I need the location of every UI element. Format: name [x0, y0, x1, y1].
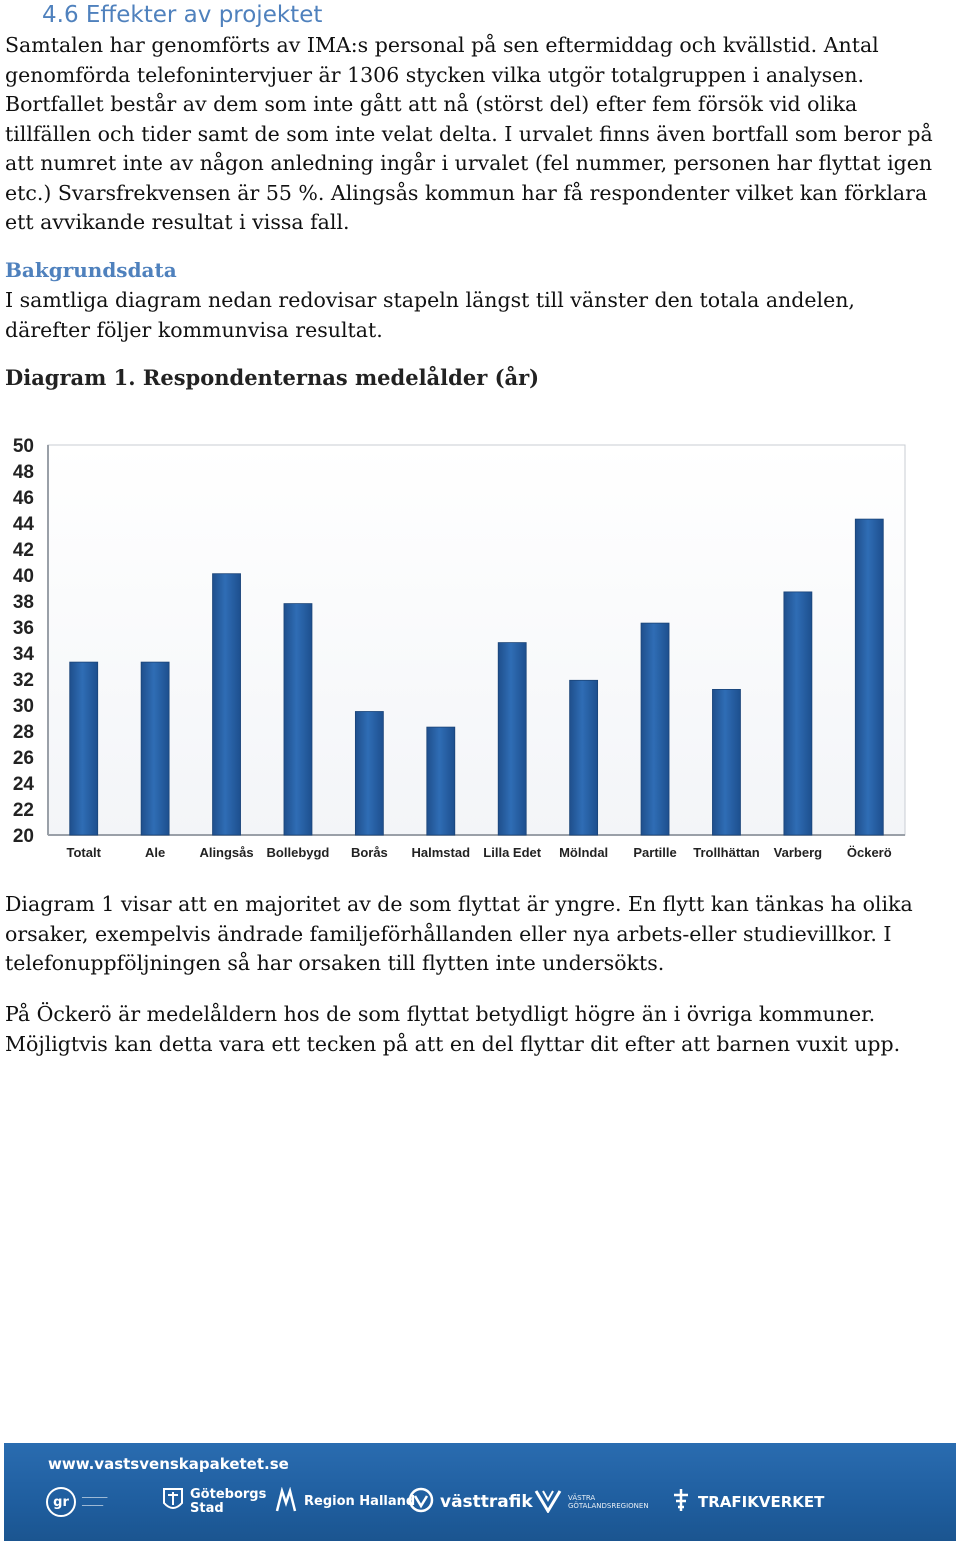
trafikverket-name: TRAFIKVERKET	[698, 1493, 825, 1511]
bar	[426, 726, 456, 836]
trafikverket-logo: TRAFIKVERKET	[670, 1487, 824, 1517]
vasttrafik-name: västtrafik	[440, 1492, 533, 1512]
ockero-line: På Öckerö är medelåldern hos de som flyt…	[5, 1002, 876, 1026]
y-tick-label: 50	[13, 436, 34, 457]
bar	[712, 688, 741, 836]
background-line: I samtliga diagram nedan redovisar stape…	[5, 288, 855, 312]
x-tick-label: Halmstad	[412, 845, 471, 860]
bar	[140, 661, 170, 836]
x-tick-label: Partille	[633, 845, 676, 860]
ockero-line: Möjligtvis kan detta vara ett tecken på …	[5, 1031, 901, 1056]
vastra-gotalandsregionen-logo-icon	[534, 1487, 562, 1517]
bar-chart: 20 22 24 26 28 30 32 34 36 38 40 42 44 46 48 50 Totalt Al…	[13, 436, 906, 860]
y-tick-label: 24	[13, 774, 35, 795]
region-halland-logo: Region Halland	[274, 1486, 416, 1517]
y-tick-label: 28	[13, 722, 34, 743]
region-halland-name: Region Halland	[304, 1494, 416, 1509]
x-tick-label: Lilla Edet	[483, 845, 541, 860]
x-tick-label: Öckerö	[847, 845, 892, 860]
comment-line: telefonuppföljningen så har orsaken till…	[5, 951, 665, 975]
bar	[569, 679, 599, 836]
goteborgs-stad-logo: Göteborgs Stad	[162, 1487, 266, 1517]
y-tick-label: 32	[13, 670, 34, 691]
intro-line: ett avvikande resultat i vissa fall.	[5, 210, 350, 234]
intro-line: genomförda telefonintervjuer är 1306 sty…	[5, 62, 864, 87]
y-tick-label: 46	[13, 488, 34, 509]
trafikverket-logo-icon	[670, 1487, 692, 1517]
vgr-logo: VÄSTRA GÖTALANDSREGIONEN	[534, 1487, 649, 1517]
gr-logo: gr ────── ─────	[46, 1487, 152, 1517]
gr-logo-icon: gr	[46, 1487, 76, 1517]
vgr-name: VÄSTRA	[568, 1494, 596, 1502]
vasttrafik-logo-icon	[408, 1487, 434, 1517]
bar	[354, 711, 384, 836]
y-tick-label: 40	[13, 566, 34, 587]
stad-name: Stad	[190, 1501, 224, 1516]
y-tick-label: 48	[13, 462, 34, 483]
bar	[497, 642, 527, 836]
diagram-title: Diagram 1. Respondenternas medelålder (å…	[5, 365, 540, 390]
bar	[783, 591, 813, 836]
ockero-paragraph: På Öckerö är medelåldern hos de som flyt…	[5, 1000, 957, 1059]
bar	[854, 518, 884, 836]
y-tick-label: 42	[13, 540, 34, 561]
y-tick-label: 44	[13, 514, 35, 535]
intro-line: etc.) Svarsfrekvensen är 55 %. Alingsås …	[5, 180, 928, 205]
bar	[212, 573, 241, 836]
y-tick-label: 20	[13, 826, 34, 847]
footer-banner: www.vastsvenskapaketet.se gr ────── ─────…	[4, 1443, 956, 1541]
x-tick-label: Mölndal	[559, 845, 608, 860]
background-line: därefter följer kommunvisa resultat.	[5, 317, 383, 342]
intro-line: Samtalen har genomförts av IMA:s persona…	[5, 33, 879, 57]
x-tick-label: Borås	[351, 845, 388, 860]
y-tick-label: 30	[13, 696, 34, 717]
x-tick-label: Trollhättan	[693, 845, 760, 860]
vasttrafik-logo: västtrafik	[408, 1487, 533, 1517]
intro-line: att numret inte av någon anledning ingår…	[5, 151, 933, 175]
y-tick-label: 22	[13, 800, 34, 821]
x-tick-label: Alingsås	[199, 845, 253, 860]
y-tick-label: 34	[13, 644, 35, 665]
intro-paragraph: Samtalen har genomförts av IMA:s persona…	[5, 31, 957, 238]
x-tick-label: Varberg	[774, 845, 822, 860]
x-tick-label: Bollebygd	[267, 845, 330, 860]
bar	[283, 603, 313, 836]
x-tick-label: Ale	[145, 845, 165, 860]
intro-line: Bortfallet består av dem som inte gått a…	[5, 92, 858, 116]
vgr-name2: GÖTALANDSREGIONEN	[568, 1502, 649, 1510]
chart-comment-paragraph: Diagram 1 visar att en majoritet av de s…	[5, 890, 957, 979]
bar	[69, 661, 99, 836]
bar	[640, 622, 670, 836]
section-heading: 4.6 Effekter av projektet	[42, 2, 323, 28]
y-tick-label: 36	[13, 618, 34, 639]
footer-url-link[interactable]: www.vastsvenskapaketet.se	[48, 1455, 289, 1473]
y-tick-label: 26	[13, 748, 34, 769]
y-tick-label: 38	[13, 592, 34, 613]
background-heading: Bakgrundsdata	[5, 258, 177, 282]
comment-line: Diagram 1 visar att en majoritet av de s…	[5, 892, 913, 916]
region-halland-logo-icon	[274, 1486, 298, 1517]
intro-line: tillfällen och tider samt de som inte ve…	[5, 121, 933, 146]
goteborgs-name: Göteborgs	[190, 1487, 267, 1502]
plot-area	[47, 444, 906, 836]
comment-line: orsaker, exempelvis ändrade familjeförhå…	[5, 921, 892, 946]
x-tick-label: Totalt	[66, 845, 101, 860]
goteborgs-stad-logo-icon	[162, 1487, 184, 1517]
background-paragraph: I samtliga diagram nedan redovisar stape…	[5, 286, 957, 345]
